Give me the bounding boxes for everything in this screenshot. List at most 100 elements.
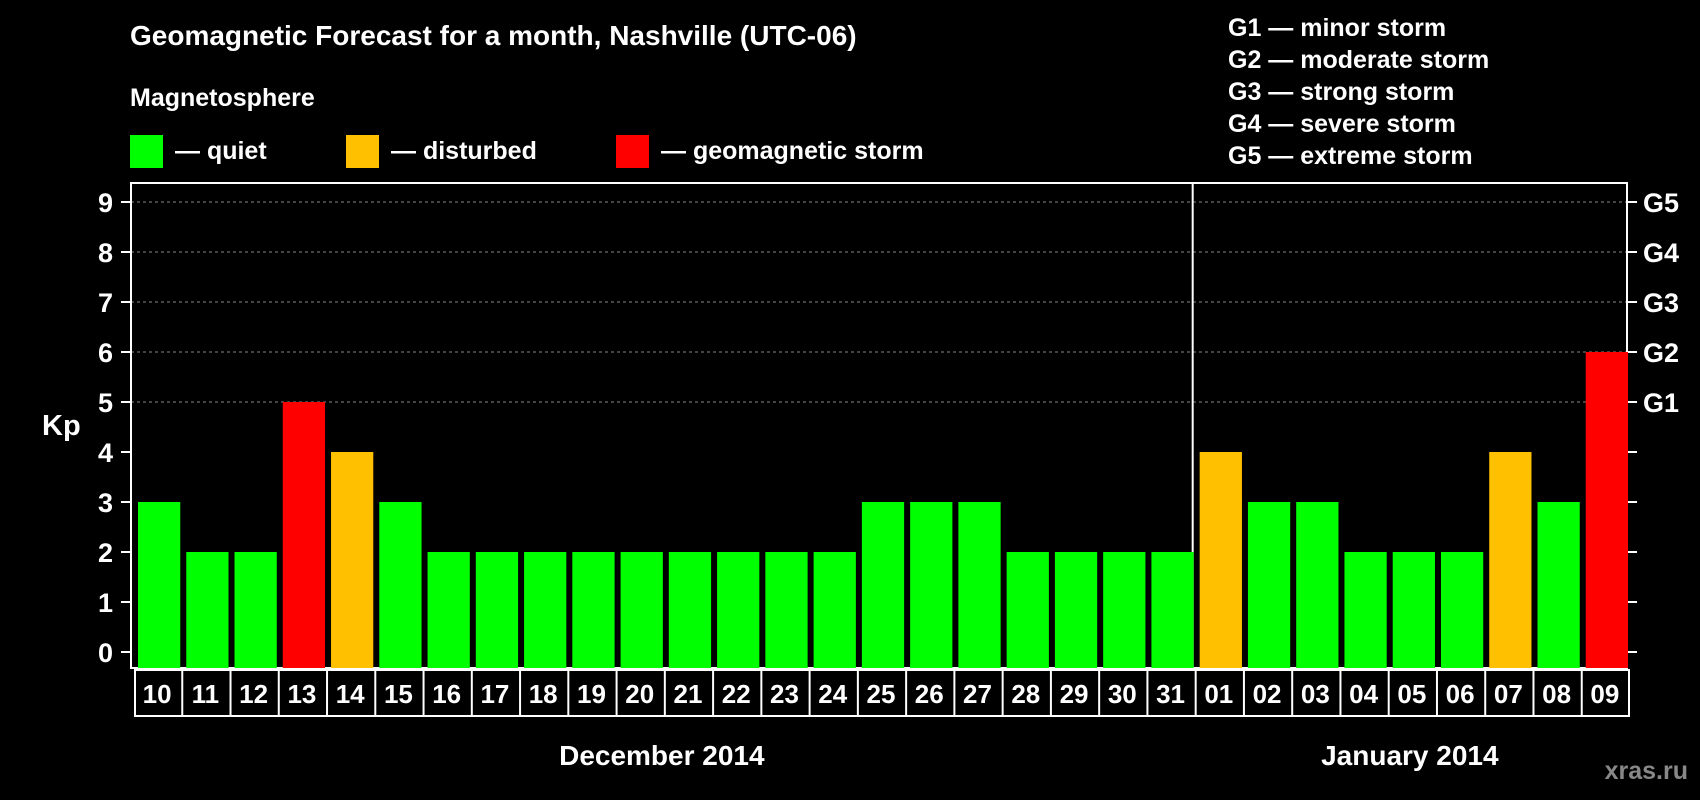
bar-01 [1199,452,1242,668]
bar-22 [717,552,760,668]
legend-swatch-quiet [130,134,163,168]
month-label-0: December 2014 [559,740,765,771]
chart-title: Geomagnetic Forecast for a month, Nashvi… [130,20,857,51]
x-tick-label-14: 14 [336,679,365,709]
x-tick-label-28: 28 [1011,679,1040,709]
bar-11 [186,552,229,668]
x-tick-label-07: 07 [1494,679,1523,709]
right-tick-label-G2: G2 [1643,338,1679,368]
y-axis-label: Kp [42,410,81,442]
legend-swatch-disturbed [346,134,379,168]
y-tick-label-1: 1 [98,588,113,618]
x-tick-label-11: 11 [192,679,220,709]
bar-31 [1151,552,1194,668]
y-tick-label-3: 3 [98,488,113,518]
legend-label-storm: — geomagnetic storm [661,136,924,165]
x-tick-label-01: 01 [1204,679,1233,709]
x-tick-label-16: 16 [432,679,461,709]
legend-item-storm: — geomagnetic storm [616,134,924,168]
x-tick-label-29: 29 [1060,679,1089,709]
storm-scale-g3: G3 — strong storm [1228,78,1455,106]
right-tick-label-G1: G1 [1643,388,1679,418]
bar-16 [427,552,470,668]
bar-28 [1006,552,1049,668]
x-tick-label-26: 26 [915,679,944,709]
x-tick-label-15: 15 [384,679,413,709]
x-tick-label-31: 31 [1156,679,1185,709]
bar-05 [1392,552,1435,668]
x-tick-label-17: 17 [480,679,509,709]
bar-04 [1344,552,1387,668]
x-tick-label-05: 05 [1397,679,1426,709]
storm-scale-g5: G5 — extreme storm [1228,142,1473,170]
bar-17 [475,552,519,668]
bar-29 [1054,552,1098,668]
y-tick-label-5: 5 [98,388,113,418]
y-tick-label-8: 8 [98,238,113,268]
x-tick-label-06: 06 [1446,679,1475,709]
bar-02 [1247,502,1291,668]
x-tick-label-20: 20 [625,679,654,709]
x-tick-label-23: 23 [770,679,799,709]
x-tick-label-30: 30 [1108,679,1137,709]
x-tick-label-24: 24 [818,679,847,709]
x-tick-label-13: 13 [287,679,316,709]
right-tick-label-G4: G4 [1643,238,1679,268]
x-tick-label-02: 02 [1253,679,1282,709]
legend-item-quiet: — quiet [130,134,267,168]
storm-scale-g2: G2 — moderate storm [1228,46,1490,74]
x-label-frame [134,669,1630,717]
x-tick-label-25: 25 [867,679,896,709]
bar-20 [620,552,663,668]
x-tick-label-08: 08 [1542,679,1571,709]
bar-14 [331,452,374,668]
storm-scale-g1: G1 — minor storm [1228,14,1447,42]
y-tick-label-9: 9 [98,188,113,218]
y-tick-label-0: 0 [98,638,113,668]
bar-27 [958,502,1001,668]
legend-label-quiet: — quiet [175,136,267,165]
bar-23 [765,552,808,668]
legend-label-disturbed: — disturbed [391,136,537,165]
x-tick-label-10: 10 [143,679,172,709]
bar-06 [1440,552,1484,668]
bar-10 [138,502,181,668]
y-tick-label-6: 6 [98,338,113,368]
y-tick-label-7: 7 [98,288,113,318]
x-tick-label-21: 21 [674,679,703,709]
x-tick-label-22: 22 [722,679,751,709]
x-tick-label-09: 09 [1590,679,1619,709]
bar-09 [1585,352,1628,668]
bar-24 [813,552,856,668]
month-label-1: January 2014 [1321,740,1499,771]
x-tick-label-19: 19 [577,679,606,709]
x-tick-label-18: 18 [529,679,558,709]
chart-subtitle: Magnetosphere [130,84,315,112]
y-tick-label-4: 4 [98,438,113,468]
x-tick-label-27: 27 [963,679,992,709]
bar-30 [1103,552,1146,668]
bar-19 [572,552,615,668]
legend-swatch-storm [616,134,649,168]
bar-07 [1489,452,1532,668]
bar-12 [234,552,277,668]
storm-scale-g4: G4 — severe storm [1228,110,1456,138]
bar-15 [379,502,422,668]
x-tick-label-04: 04 [1349,679,1378,709]
x-tick-label-03: 03 [1301,679,1330,709]
right-tick-label-G3: G3 [1643,288,1679,318]
right-tick-label-G5: G5 [1643,188,1679,218]
bar-18 [524,552,567,668]
y-tick-label-2: 2 [98,538,113,568]
bar-08 [1537,502,1580,668]
bar-21 [668,552,712,668]
storm-scale-legend: G1 — minor storm G2 — moderate storm G3 … [1228,12,1489,172]
bar-03 [1296,502,1339,668]
watermark: xras.ru [1604,757,1688,785]
bar-13 [282,402,326,668]
bar-25 [861,502,905,668]
legend-item-disturbed: — disturbed [346,134,537,168]
bar-26 [910,502,953,668]
x-tick-label-12: 12 [239,679,268,709]
